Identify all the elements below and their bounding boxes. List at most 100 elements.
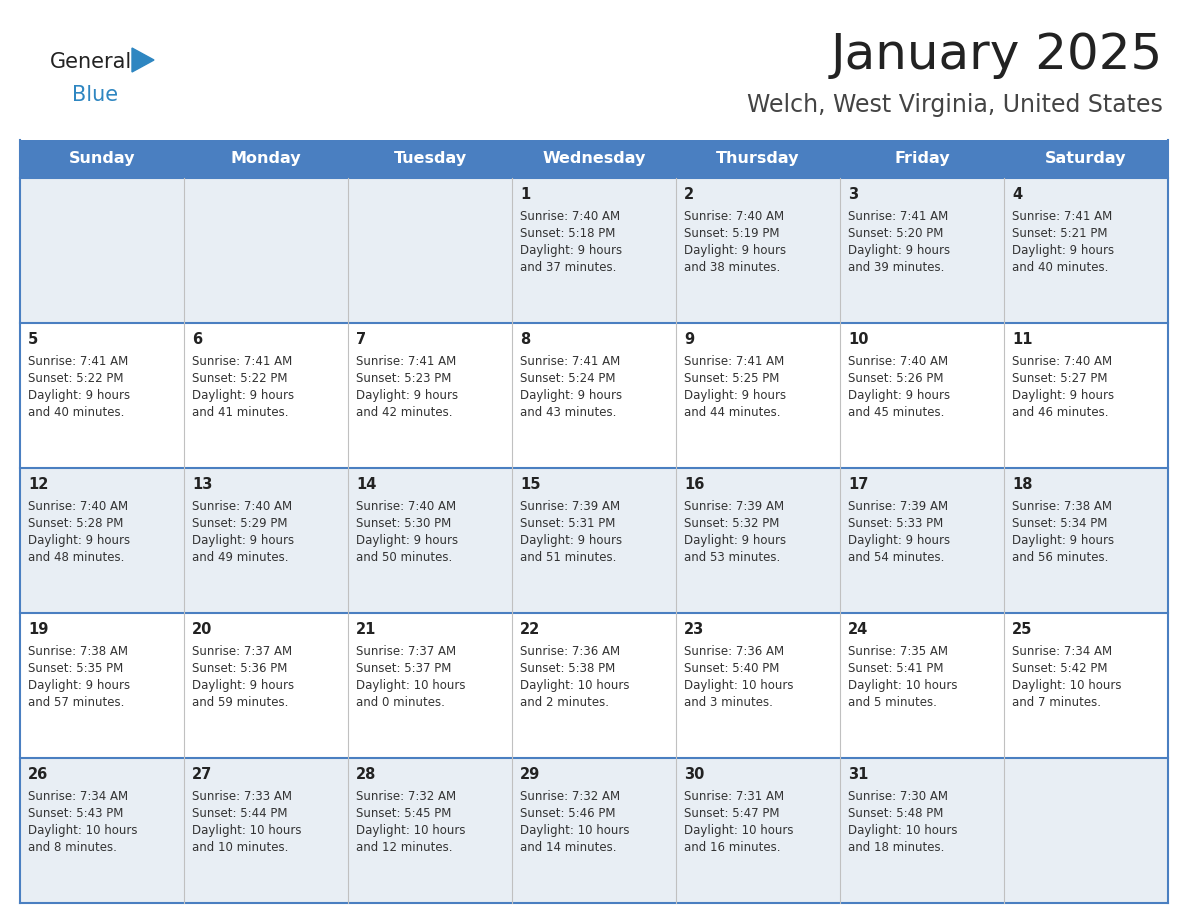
- Text: Daylight: 9 hours: Daylight: 9 hours: [356, 389, 459, 402]
- Text: 21: 21: [356, 622, 377, 637]
- Bar: [20, 323, 1168, 468]
- Text: 4: 4: [1012, 187, 1022, 202]
- Text: Blue: Blue: [72, 85, 118, 105]
- Text: Sunrise: 7:41 AM: Sunrise: 7:41 AM: [192, 355, 292, 368]
- Text: Sunset: 5:31 PM: Sunset: 5:31 PM: [520, 517, 615, 530]
- Text: Sunrise: 7:40 AM: Sunrise: 7:40 AM: [356, 500, 456, 513]
- Text: Friday: Friday: [895, 151, 950, 166]
- Text: and 54 minutes.: and 54 minutes.: [848, 551, 944, 564]
- Text: January 2025: January 2025: [830, 31, 1163, 79]
- Text: and 40 minutes.: and 40 minutes.: [29, 406, 125, 419]
- Text: Sunset: 5:47 PM: Sunset: 5:47 PM: [684, 807, 779, 820]
- Text: Sunset: 5:20 PM: Sunset: 5:20 PM: [848, 227, 943, 240]
- Text: Daylight: 9 hours: Daylight: 9 hours: [848, 534, 950, 547]
- Text: Daylight: 9 hours: Daylight: 9 hours: [192, 534, 295, 547]
- Text: Sunrise: 7:38 AM: Sunrise: 7:38 AM: [1012, 500, 1112, 513]
- Text: Daylight: 9 hours: Daylight: 9 hours: [1012, 244, 1114, 257]
- Text: Sunset: 5:32 PM: Sunset: 5:32 PM: [684, 517, 779, 530]
- Text: Sunrise: 7:32 AM: Sunrise: 7:32 AM: [520, 790, 620, 803]
- Text: Sunset: 5:41 PM: Sunset: 5:41 PM: [848, 662, 943, 675]
- Text: 26: 26: [29, 767, 49, 782]
- Text: Sunset: 5:40 PM: Sunset: 5:40 PM: [684, 662, 779, 675]
- Text: Sunset: 5:30 PM: Sunset: 5:30 PM: [356, 517, 451, 530]
- Text: Daylight: 10 hours: Daylight: 10 hours: [684, 679, 794, 692]
- Text: 16: 16: [684, 477, 704, 492]
- Text: and 3 minutes.: and 3 minutes.: [684, 696, 773, 709]
- Text: Daylight: 9 hours: Daylight: 9 hours: [29, 389, 131, 402]
- Text: 17: 17: [848, 477, 868, 492]
- Text: Sunrise: 7:30 AM: Sunrise: 7:30 AM: [848, 790, 948, 803]
- Text: and 37 minutes.: and 37 minutes.: [520, 261, 617, 274]
- Bar: [20, 758, 1168, 903]
- Text: Sunrise: 7:37 AM: Sunrise: 7:37 AM: [356, 645, 456, 658]
- Text: Daylight: 9 hours: Daylight: 9 hours: [848, 244, 950, 257]
- Bar: [512, 140, 676, 178]
- Text: and 7 minutes.: and 7 minutes.: [1012, 696, 1101, 709]
- Text: Sunrise: 7:41 AM: Sunrise: 7:41 AM: [520, 355, 620, 368]
- Text: Sunset: 5:22 PM: Sunset: 5:22 PM: [192, 372, 287, 385]
- Bar: [1004, 140, 1168, 178]
- Text: and 43 minutes.: and 43 minutes.: [520, 406, 617, 419]
- Text: Daylight: 9 hours: Daylight: 9 hours: [1012, 389, 1114, 402]
- Text: Sunrise: 7:38 AM: Sunrise: 7:38 AM: [29, 645, 128, 658]
- Text: Sunset: 5:35 PM: Sunset: 5:35 PM: [29, 662, 124, 675]
- Text: Sunrise: 7:32 AM: Sunrise: 7:32 AM: [356, 790, 456, 803]
- Text: 24: 24: [848, 622, 868, 637]
- Text: Daylight: 10 hours: Daylight: 10 hours: [520, 824, 630, 837]
- Text: 9: 9: [684, 332, 694, 347]
- Text: 15: 15: [520, 477, 541, 492]
- Text: Sunset: 5:42 PM: Sunset: 5:42 PM: [1012, 662, 1107, 675]
- Text: Sunrise: 7:39 AM: Sunrise: 7:39 AM: [520, 500, 620, 513]
- Bar: [676, 140, 840, 178]
- Text: Sunrise: 7:37 AM: Sunrise: 7:37 AM: [192, 645, 292, 658]
- Text: and 53 minutes.: and 53 minutes.: [684, 551, 781, 564]
- Text: Daylight: 9 hours: Daylight: 9 hours: [684, 534, 786, 547]
- Text: Daylight: 10 hours: Daylight: 10 hours: [1012, 679, 1121, 692]
- Text: and 48 minutes.: and 48 minutes.: [29, 551, 125, 564]
- Text: Daylight: 10 hours: Daylight: 10 hours: [356, 824, 466, 837]
- Text: and 42 minutes.: and 42 minutes.: [356, 406, 453, 419]
- Text: Sunset: 5:28 PM: Sunset: 5:28 PM: [29, 517, 124, 530]
- Text: Wednesday: Wednesday: [542, 151, 646, 166]
- Text: Daylight: 9 hours: Daylight: 9 hours: [520, 244, 623, 257]
- Text: Daylight: 9 hours: Daylight: 9 hours: [29, 534, 131, 547]
- Text: Thursday: Thursday: [716, 151, 800, 166]
- Text: 3: 3: [848, 187, 858, 202]
- Text: Daylight: 9 hours: Daylight: 9 hours: [29, 679, 131, 692]
- Text: Sunset: 5:33 PM: Sunset: 5:33 PM: [848, 517, 943, 530]
- Text: Sunrise: 7:41 AM: Sunrise: 7:41 AM: [29, 355, 128, 368]
- Text: Daylight: 10 hours: Daylight: 10 hours: [520, 679, 630, 692]
- Text: Daylight: 9 hours: Daylight: 9 hours: [520, 389, 623, 402]
- Text: Sunset: 5:26 PM: Sunset: 5:26 PM: [848, 372, 943, 385]
- Text: Sunrise: 7:41 AM: Sunrise: 7:41 AM: [848, 210, 948, 223]
- Text: 6: 6: [192, 332, 202, 347]
- Text: Daylight: 10 hours: Daylight: 10 hours: [29, 824, 138, 837]
- Text: Daylight: 9 hours: Daylight: 9 hours: [192, 679, 295, 692]
- Text: 11: 11: [1012, 332, 1032, 347]
- Text: Sunrise: 7:36 AM: Sunrise: 7:36 AM: [684, 645, 784, 658]
- Text: Sunset: 5:23 PM: Sunset: 5:23 PM: [356, 372, 451, 385]
- Text: and 18 minutes.: and 18 minutes.: [848, 841, 944, 854]
- Text: 1: 1: [520, 187, 530, 202]
- Text: and 41 minutes.: and 41 minutes.: [192, 406, 289, 419]
- Text: and 38 minutes.: and 38 minutes.: [684, 261, 781, 274]
- Text: 5: 5: [29, 332, 38, 347]
- Text: and 50 minutes.: and 50 minutes.: [356, 551, 453, 564]
- Text: Sunrise: 7:36 AM: Sunrise: 7:36 AM: [520, 645, 620, 658]
- Text: Sunset: 5:29 PM: Sunset: 5:29 PM: [192, 517, 287, 530]
- Text: Sunset: 5:45 PM: Sunset: 5:45 PM: [356, 807, 451, 820]
- Text: and 57 minutes.: and 57 minutes.: [29, 696, 125, 709]
- Text: 18: 18: [1012, 477, 1032, 492]
- Text: and 46 minutes.: and 46 minutes.: [1012, 406, 1108, 419]
- Bar: [20, 140, 184, 178]
- Text: Daylight: 9 hours: Daylight: 9 hours: [520, 534, 623, 547]
- Text: 22: 22: [520, 622, 541, 637]
- Text: Sunrise: 7:35 AM: Sunrise: 7:35 AM: [848, 645, 948, 658]
- Text: and 44 minutes.: and 44 minutes.: [684, 406, 781, 419]
- Polygon shape: [132, 48, 154, 72]
- Text: Sunset: 5:44 PM: Sunset: 5:44 PM: [192, 807, 287, 820]
- Text: Sunset: 5:46 PM: Sunset: 5:46 PM: [520, 807, 615, 820]
- Text: Sunrise: 7:41 AM: Sunrise: 7:41 AM: [356, 355, 456, 368]
- Text: Sunset: 5:21 PM: Sunset: 5:21 PM: [1012, 227, 1107, 240]
- Bar: [20, 613, 1168, 758]
